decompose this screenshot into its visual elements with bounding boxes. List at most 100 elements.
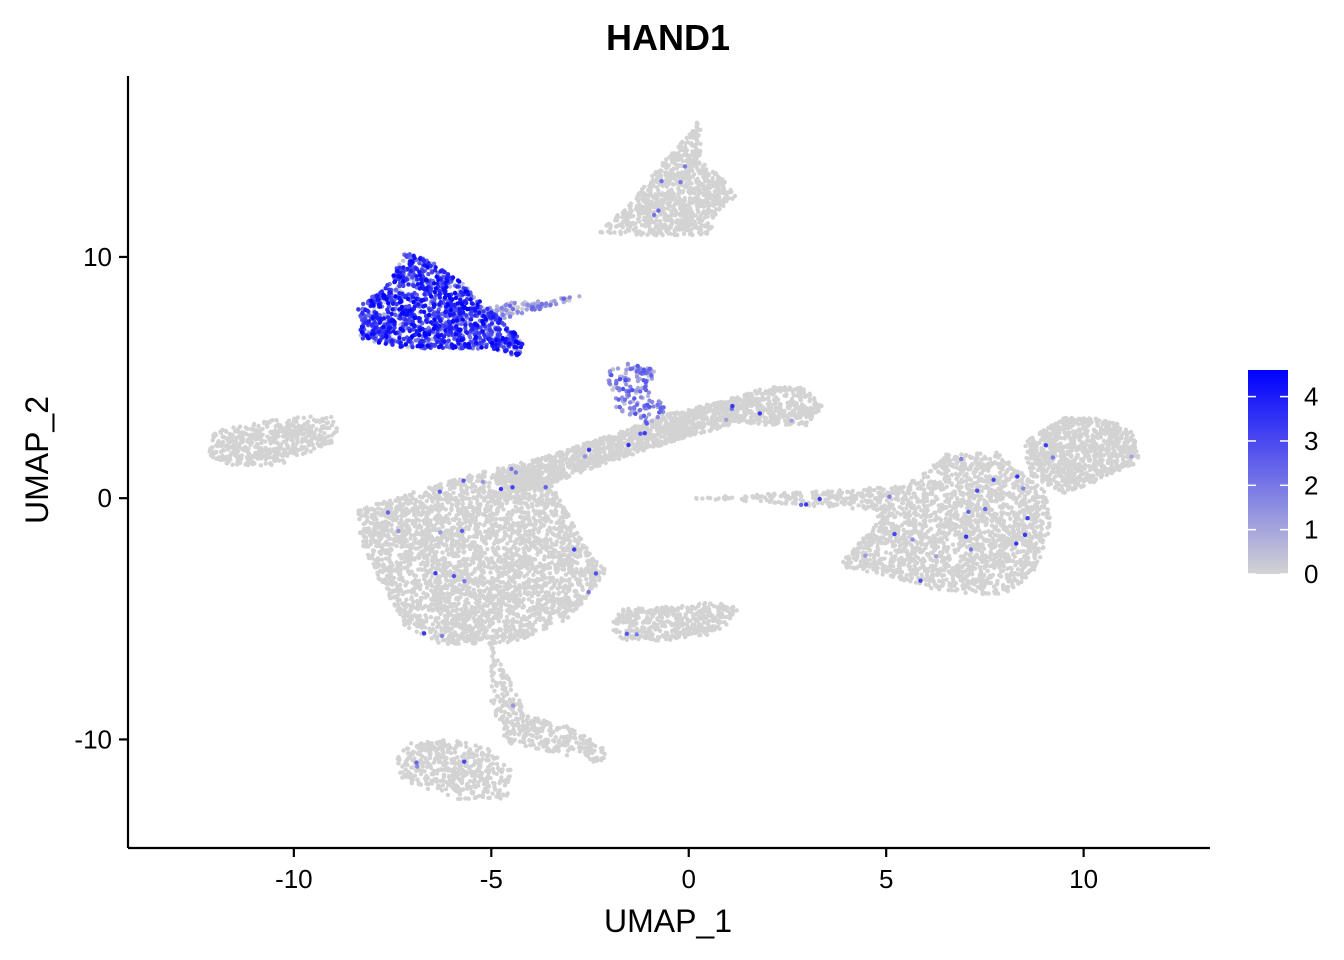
data-point (473, 489, 477, 493)
data-point (692, 131, 696, 135)
data-point (717, 207, 721, 211)
data-point (318, 443, 322, 447)
data-point (577, 578, 581, 582)
data-point (415, 621, 419, 625)
data-point (522, 587, 526, 591)
data-point (556, 566, 560, 570)
data-point (522, 633, 526, 637)
data-point (405, 565, 409, 569)
data-point (559, 541, 563, 545)
data-point (243, 445, 247, 449)
data-point (653, 192, 657, 196)
data-point (255, 435, 259, 439)
data-point (435, 635, 439, 639)
data-point (259, 463, 263, 467)
data-point (450, 620, 454, 624)
data-point (436, 641, 440, 645)
data-point (245, 427, 249, 431)
data-point (516, 305, 520, 309)
data-point (289, 438, 293, 442)
data-point (390, 590, 394, 594)
data-point (453, 579, 457, 583)
data-point (640, 223, 644, 227)
data-point (265, 425, 269, 429)
data-point (508, 630, 512, 634)
data-point (464, 608, 468, 612)
data-point (488, 495, 492, 499)
data-point (428, 522, 432, 526)
data-point (521, 617, 525, 621)
data-point (671, 182, 675, 186)
data-point (490, 518, 494, 522)
data-point (730, 197, 734, 201)
data-point (493, 552, 497, 556)
data-point (287, 424, 291, 428)
data-point (402, 541, 406, 545)
data-point (462, 629, 466, 633)
data-point (403, 583, 407, 587)
data-point (452, 518, 456, 522)
data-point (704, 210, 708, 214)
data-point (547, 590, 551, 594)
data-point (685, 183, 689, 187)
data-point (533, 493, 537, 497)
data-point (684, 228, 688, 232)
data-point (425, 499, 429, 503)
data-point (511, 544, 515, 548)
data-point (290, 451, 294, 455)
data-point (485, 586, 489, 590)
data-point (294, 429, 298, 433)
data-point (572, 589, 576, 593)
data-point (470, 475, 474, 479)
data-point (477, 509, 481, 513)
data-point (428, 580, 432, 584)
data-point (521, 623, 525, 627)
data-point (362, 535, 366, 539)
data-point (420, 606, 424, 610)
data-point (555, 578, 559, 582)
data-point (415, 630, 419, 634)
data-point (391, 517, 395, 521)
data-point (405, 528, 409, 532)
data-point (547, 611, 551, 615)
data-point (436, 616, 440, 620)
data-point (643, 209, 647, 213)
data-point (559, 504, 563, 508)
data-point (439, 486, 443, 490)
data-point (476, 556, 480, 560)
data-point (635, 204, 639, 208)
data-point (540, 589, 544, 593)
data-point (493, 522, 497, 526)
data-point (463, 622, 467, 626)
data-point (530, 562, 534, 566)
data-point (484, 542, 488, 546)
data-point (549, 586, 553, 590)
data-point (703, 189, 707, 193)
data-point (670, 209, 674, 213)
data-point (429, 615, 433, 619)
data-point (487, 484, 491, 488)
data-point (283, 429, 287, 433)
data-point (425, 586, 429, 590)
data-point (498, 580, 502, 584)
data-point (614, 224, 618, 228)
data-point (479, 573, 483, 577)
data-point (559, 515, 563, 519)
data-point (500, 538, 504, 542)
data-point (450, 604, 454, 608)
data-point (469, 631, 473, 635)
data-point (292, 419, 296, 423)
data-point (473, 509, 477, 513)
data-point (482, 602, 486, 606)
data-point (482, 625, 486, 629)
data-point (488, 536, 492, 540)
data-point (552, 513, 556, 517)
data-point (430, 636, 434, 640)
data-point (459, 534, 463, 538)
data-point (517, 630, 521, 634)
data-point (554, 534, 558, 538)
data-point (450, 549, 454, 553)
data-point (494, 534, 498, 538)
data-point (552, 591, 556, 595)
data-point (531, 628, 535, 632)
